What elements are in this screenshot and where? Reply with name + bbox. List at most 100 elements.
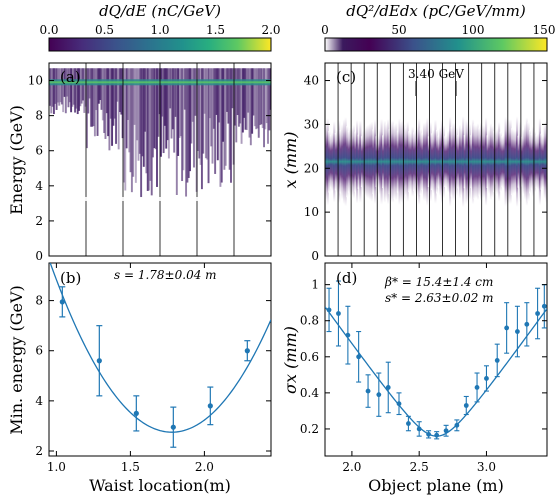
heatmap-a-column — [145, 68, 148, 174]
heatmap-c-column — [527, 121, 530, 202]
heatmap-a-column — [150, 68, 153, 196]
colorbar-c-ticklabels: 0 50 100 150 — [321, 23, 555, 37]
colorbar-c-tick: 150 — [533, 23, 556, 37]
heatmap-c-column — [525, 117, 528, 206]
heatmap-c-column — [404, 127, 408, 197]
panel-c-frame — [324, 62, 548, 257]
panel-c-heatmap — [325, 63, 547, 256]
heatmap-c-column — [329, 134, 333, 189]
heatmap-a-column — [138, 68, 141, 154]
heatmap-a-column — [187, 68, 190, 178]
heatmap-a-column — [255, 68, 258, 130]
panel-b-xlabel: Waist location(m) — [89, 476, 231, 495]
heatmap-c-column — [331, 132, 334, 192]
panel-a-y-tick-label: 0 — [35, 249, 43, 263]
heatmap-c-column — [338, 120, 341, 204]
heatmap-a-column — [117, 68, 120, 150]
panel-d-y-tick-label: 0.2 — [300, 422, 319, 436]
heatmap-a-column — [134, 68, 137, 183]
heatmap-a-column — [245, 68, 248, 131]
heatmap-a-column — [50, 68, 53, 114]
colorbar-a-tick: 1.5 — [206, 23, 225, 37]
data-point-d — [426, 431, 431, 437]
heatmap-c-column — [532, 126, 535, 197]
heatmap-a-column — [95, 68, 98, 111]
heatmap-c-column — [427, 136, 430, 187]
panel-d-plot — [325, 280, 547, 440]
heatmap-c-column — [400, 120, 403, 203]
heatmap-a-column — [149, 68, 152, 181]
heatmap-c-column — [535, 135, 538, 189]
heatmap-a-column — [248, 68, 251, 138]
heatmap-c-column — [470, 135, 473, 189]
data-point-d — [541, 303, 547, 309]
heatmap-a-column — [93, 68, 96, 137]
heatmap-a-column — [198, 68, 201, 159]
heatmap-a-column — [132, 68, 135, 177]
heatmap-c-column — [506, 117, 509, 206]
panel-b-x-tick-label: 1.5 — [121, 460, 140, 474]
heatmap-c-column — [524, 123, 527, 200]
colorbar-a-tick: 0.0 — [39, 23, 58, 37]
heatmap-a-column — [220, 68, 223, 183]
heatmap-c-column — [489, 123, 492, 200]
heatmap-a-column — [222, 68, 225, 142]
heatmap-c-column — [540, 133, 543, 190]
data-point-b — [96, 358, 102, 364]
heatmap-c-column — [431, 133, 434, 191]
heatmap-c-column — [413, 132, 416, 191]
heatmap-a-column — [70, 68, 73, 113]
heatmap-a-column — [51, 68, 54, 107]
heatmap-a-column — [211, 68, 214, 164]
panel-b-x-tick-label: 1.0 — [47, 460, 66, 474]
heatmap-a-core-peak — [160, 81, 197, 84]
heatmap-a-column — [140, 68, 143, 198]
panel-a: (a) 0 2 4 6 8 10 Energy (GeV) — [7, 62, 272, 263]
heatmap-a-column — [203, 68, 206, 114]
heatmap-c-column — [449, 116, 452, 207]
heatmap-a-column — [100, 68, 103, 110]
data-point-d — [504, 325, 510, 331]
heatmap-c-column — [352, 124, 355, 199]
data-point-b — [133, 410, 139, 416]
heatmap-c-column — [409, 132, 413, 191]
heatmap-c-column — [426, 117, 429, 206]
heatmap-c-column — [520, 136, 524, 187]
heatmap-a-column — [239, 68, 242, 124]
heatmap-a-column — [92, 68, 95, 127]
heatmap-c-column — [406, 121, 409, 202]
heatmap-a-column — [71, 68, 74, 107]
heatmap-c-column — [429, 122, 432, 202]
panel-d-y-tick-label: 1 — [311, 278, 319, 292]
heatmap-a-column — [200, 68, 203, 190]
panel-c-energy-marker: 3.40 GeV — [408, 67, 464, 81]
heatmap-c-column — [341, 124, 344, 200]
heatmap-c-column — [465, 119, 468, 205]
data-point-d — [416, 426, 422, 432]
heatmap-a-column — [148, 68, 151, 191]
heatmap-a-core-peak — [234, 81, 271, 84]
heatmap-c-column — [453, 122, 457, 201]
heatmap-a-column — [244, 68, 247, 130]
heatmap-a-column — [247, 68, 250, 113]
data-point-b — [244, 348, 250, 354]
heatmap-a-column — [154, 68, 157, 150]
heatmap-c-column — [365, 125, 368, 198]
heatmap-c-column — [493, 131, 496, 193]
panel-d-y-tick-label: 0.6 — [300, 350, 319, 364]
heatmap-c-column — [486, 135, 489, 188]
colorbar-c-gradient — [324, 37, 548, 52]
heatmap-a-column — [216, 68, 219, 161]
heatmap-c-column — [383, 120, 386, 203]
heatmap-c-column — [543, 124, 546, 199]
heatmap-a-column — [193, 68, 195, 168]
heatmap-a-column — [56, 68, 59, 103]
heatmap-a-column — [174, 68, 177, 117]
heatmap-a-column — [83, 68, 86, 113]
heatmap-a-column — [241, 68, 244, 133]
heatmap-a-column — [133, 68, 136, 125]
heatmap-a-column — [128, 68, 131, 153]
panel-d: 0.2 0.4 0.6 0.8 1 2.0 2.5 3.0 (d) β* = 15.4±1.4… — [281, 262, 548, 495]
heatmap-a-column — [161, 68, 164, 117]
heatmap-a-column — [214, 68, 217, 174]
